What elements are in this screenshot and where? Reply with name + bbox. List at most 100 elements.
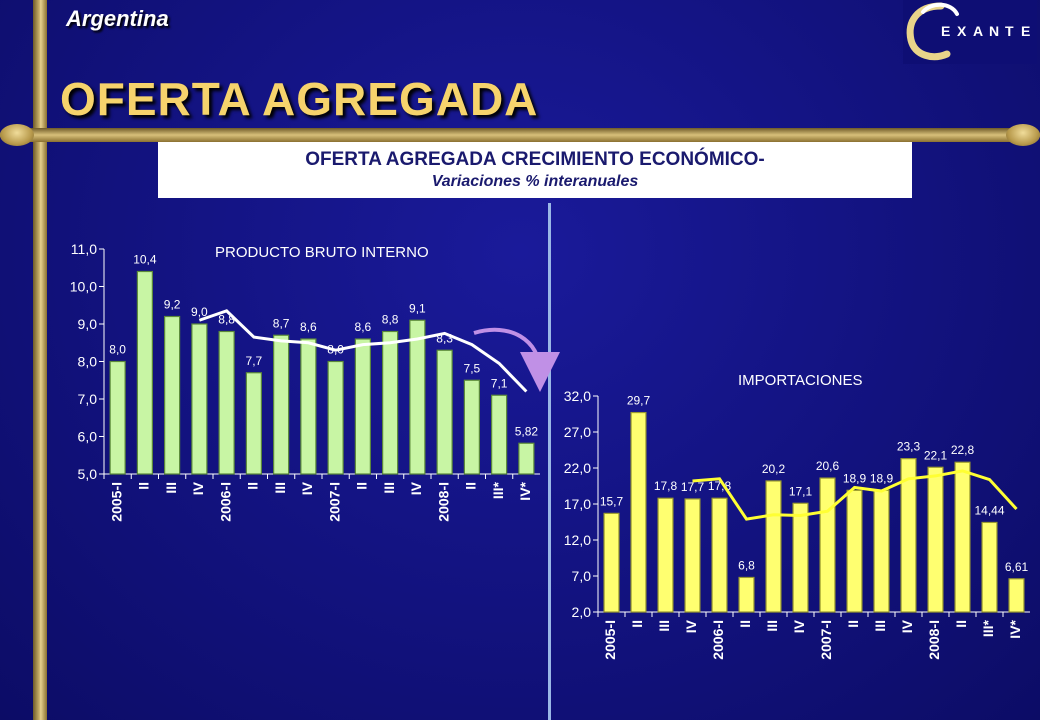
bar-value-label: 23,3	[897, 440, 921, 454]
bar	[273, 334, 290, 475]
x-category-label: 2008-I	[435, 482, 451, 522]
svg-text:X: X	[957, 23, 967, 39]
y-tick-label: 8,0	[78, 354, 98, 370]
x-category-label: IV	[190, 481, 206, 495]
svg-text:N: N	[989, 23, 999, 39]
bar	[354, 338, 371, 475]
bar	[657, 497, 674, 613]
bar	[765, 480, 782, 613]
x-category-label: 2006-I	[710, 620, 726, 660]
x-category-label: III	[163, 482, 179, 494]
caption-subtitle: Variaciones % interanuales	[431, 173, 639, 190]
x-category-label: IV	[683, 619, 699, 633]
svg-text:E: E	[1021, 23, 1030, 39]
chart-title: IMPORTACIONES	[738, 372, 862, 389]
caption-title: OFERTA AGREGADA CRECIMIENTO ECONÓMICO-	[305, 149, 765, 170]
y-tick-label: 22,0	[564, 460, 591, 476]
x-category-label: II	[245, 482, 261, 490]
bar-value-label: 9,1	[409, 301, 426, 315]
bar	[436, 349, 453, 475]
y-tick-label: 11,0	[71, 241, 97, 257]
bar	[136, 270, 153, 475]
trend-line	[692, 469, 1018, 521]
logo-letters: E X A N T E	[941, 23, 1030, 39]
exante-logo: E X A N T E	[903, 0, 1037, 64]
bar	[409, 319, 426, 475]
y-tick-label: 10,0	[70, 279, 97, 295]
bar	[191, 323, 208, 475]
y-tick-label: 5,0	[78, 466, 98, 482]
y-tick-label: 32,0	[564, 388, 591, 404]
chart-title: PRODUCTO BRUTO INTERNO	[215, 244, 429, 261]
rule-end-left	[0, 124, 34, 146]
bar-value-label: 22,1	[924, 448, 948, 462]
x-category-label: III*	[490, 481, 506, 499]
x-category-label: IV*	[517, 481, 533, 500]
bar	[846, 489, 863, 613]
bar-value-label: 8,6	[355, 320, 372, 334]
x-category-label: II	[629, 620, 645, 628]
y-tick-label: 27,0	[564, 424, 591, 440]
bar	[518, 442, 535, 475]
x-category-label: 2008-I	[926, 620, 942, 660]
bar-value-label: 7,7	[246, 354, 263, 368]
x-category-label: 2007-I	[818, 620, 834, 660]
x-category-label: III	[272, 482, 288, 494]
bar	[491, 394, 508, 475]
x-category-label: III	[656, 620, 672, 632]
bar	[819, 477, 836, 613]
bar-value-label: 20,2	[762, 462, 786, 476]
bar-value-label: 8,8	[382, 313, 399, 327]
y-tick-label: 7,0	[78, 391, 98, 407]
trend-line	[198, 309, 528, 393]
bar	[873, 489, 890, 613]
bar	[684, 498, 701, 613]
bar-value-label: 10,4	[133, 253, 157, 267]
bar	[981, 521, 998, 613]
x-category-label: III	[381, 482, 397, 494]
x-category-label: IV	[899, 619, 915, 633]
y-tick-label: 9,0	[78, 316, 98, 332]
bar	[463, 379, 480, 475]
bar-value-label: 8,6	[300, 320, 317, 334]
x-category-label: IV	[408, 481, 424, 495]
x-category-label: II	[953, 620, 969, 628]
bar-value-label: 7,1	[491, 376, 508, 390]
imports-chart: IMPORTACIONES 2,0 7,0 12,0 17,0 22,0 27,0 32,0 1…	[564, 372, 1030, 660]
bar	[109, 360, 126, 475]
bar	[792, 502, 809, 613]
bar	[927, 466, 944, 613]
x-category-label: II	[136, 482, 152, 490]
bar	[954, 461, 971, 613]
bar-value-label: 15,7	[600, 494, 624, 508]
bar-value-label: 6,61	[1005, 560, 1029, 574]
bar-value-label: 9,2	[164, 298, 181, 312]
bar	[738, 576, 755, 613]
x-category-label: IV*	[1007, 619, 1023, 638]
bar-value-label: 8,0	[109, 343, 126, 357]
bar	[327, 360, 344, 475]
gold-horizontal-rule	[0, 128, 1040, 142]
x-category-label: II	[463, 482, 479, 490]
x-category-label: 2005-I	[602, 620, 618, 660]
x-category-label: 2006-I	[217, 482, 233, 522]
bar-value-label: 14,44	[974, 503, 1004, 517]
bar	[711, 497, 728, 613]
x-category-label: 2005-I	[108, 482, 124, 522]
bar-value-label: 8,7	[273, 316, 290, 330]
bar-value-label: 17,1	[789, 484, 813, 498]
bar	[630, 411, 647, 613]
bar	[218, 330, 235, 475]
bar-value-label: 5,82	[515, 424, 539, 438]
x-category-label: II	[354, 482, 370, 490]
x-category-label: II	[737, 620, 753, 628]
y-tick-label: 2,0	[572, 604, 592, 620]
page-title: OFERTA AGREGADA	[60, 73, 539, 125]
x-category-label: III	[872, 620, 888, 632]
bar-value-label: 22,8	[951, 443, 975, 457]
bar-value-label: 18,9	[843, 471, 867, 485]
x-category-label: III	[764, 620, 780, 632]
country-label: Argentina	[66, 6, 169, 31]
x-category-label: IV	[299, 481, 315, 495]
x-category-label: II	[845, 620, 861, 628]
